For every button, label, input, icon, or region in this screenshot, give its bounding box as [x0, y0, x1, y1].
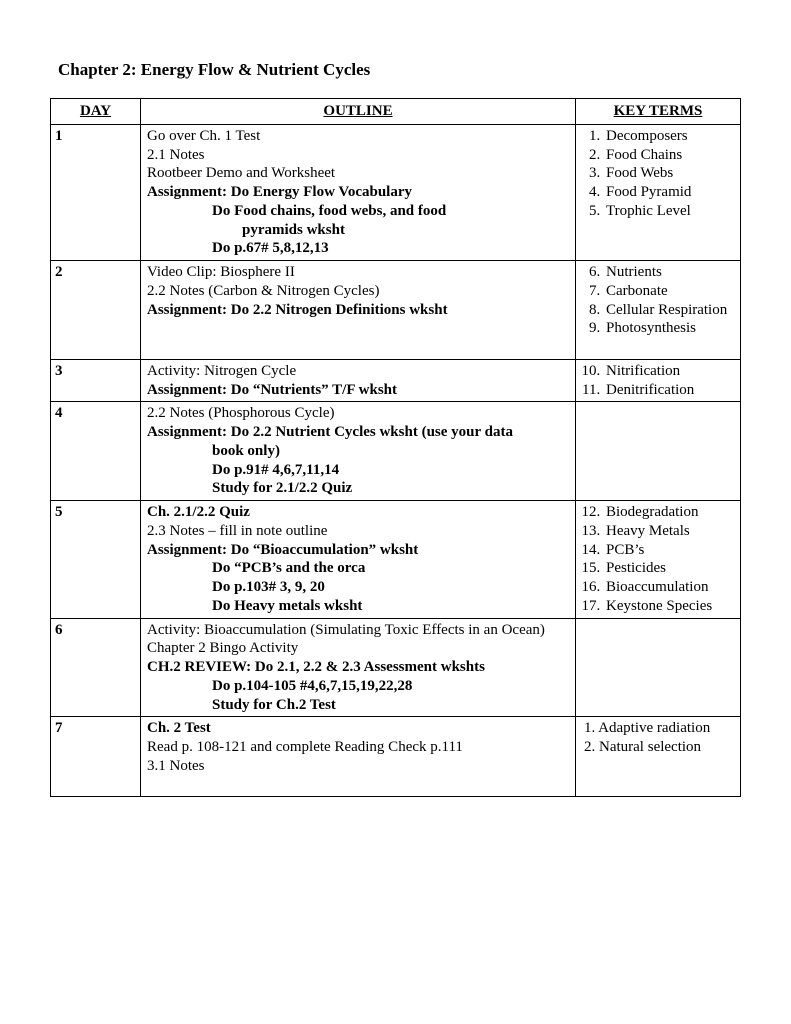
keyterms-cell: [576, 618, 741, 717]
outline-cell: 2.2 Notes (Phosphorous Cycle)Assignment:…: [141, 402, 576, 501]
outline-line: Study for 2.1/2.2 Quiz: [147, 479, 569, 498]
outline-line: CH.2 REVIEW: Do 2.1, 2.2 & 2.3 Assessmen…: [147, 658, 569, 677]
keyterms-cell: NitrificationDenitrification: [576, 359, 741, 402]
keyterm-item: Nitrification: [604, 362, 734, 381]
day-cell: 3: [51, 359, 141, 402]
keyterm-item: Cellular Respiration: [604, 301, 734, 320]
outline-line: Do p.104-105 #4,6,7,15,19,22,28: [147, 677, 569, 696]
outline-line: [147, 338, 569, 357]
outline-line: Ch. 2 Test: [147, 719, 569, 738]
table-row: 7Ch. 2 TestRead p. 108-121 and complete …: [51, 717, 741, 797]
outline-line: Activity: Nitrogen Cycle: [147, 362, 569, 381]
keyterm-item: Carbonate: [604, 282, 734, 301]
outline-line: Study for Ch.2 Test: [147, 696, 569, 715]
table-row: 1Go over Ch. 1 Test2.1 NotesRootbeer Dem…: [51, 124, 741, 260]
outline-line: 2.1 Notes: [147, 146, 569, 165]
keyterms-cell: DecomposersFood ChainsFood WebsFood Pyra…: [576, 124, 741, 260]
table-row: 42.2 Notes (Phosphorous Cycle)Assignment…: [51, 402, 741, 501]
outline-line: 2.3 Notes – fill in note outline: [147, 522, 569, 541]
schedule-table: DAY OUTLINE KEY TERMS 1Go over Ch. 1 Tes…: [50, 98, 741, 797]
day-cell: 5: [51, 501, 141, 619]
keyterms-list: DecomposersFood ChainsFood WebsFood Pyra…: [582, 127, 734, 221]
keyterms-list: 1. Adaptive radiation2. Natural selectio…: [582, 719, 734, 757]
outline-line: 3.1 Notes: [147, 757, 569, 776]
outline-cell: Video Clip: Biosphere II2.2 Notes (Carbo…: [141, 261, 576, 360]
outline-line: Do p.91# 4,6,7,11,14: [147, 461, 569, 480]
keyterm-item: Keystone Species: [604, 597, 734, 616]
page-title: Chapter 2: Energy Flow & Nutrient Cycles: [58, 60, 741, 80]
keyterm-item: Denitrification: [604, 381, 734, 400]
outline-line: Assignment: Do 2.2 Nutrient Cycles wksht…: [147, 423, 569, 442]
outline-line: Assignment: Do “Nutrients” T/F wksht: [147, 381, 569, 400]
day-cell: 6: [51, 618, 141, 717]
outline-line: Assignment: Do Energy Flow Vocabulary: [147, 183, 569, 202]
outline-line: book only): [147, 442, 569, 461]
keyterms-cell: [576, 402, 741, 501]
outline-cell: Activity: Bioaccumulation (Simulating To…: [141, 618, 576, 717]
outline-line: Rootbeer Demo and Worksheet: [147, 164, 569, 183]
outline-cell: Ch. 2.1/2.2 Quiz2.3 Notes – fill in note…: [141, 501, 576, 619]
keyterm-item: 1. Adaptive radiation: [582, 719, 734, 738]
outline-line: Read p. 108-121 and complete Reading Che…: [147, 738, 569, 757]
table-header-row: DAY OUTLINE KEY TERMS: [51, 99, 741, 125]
header-day: DAY: [51, 99, 141, 125]
keyterm-item: Pesticides: [604, 559, 734, 578]
day-cell: 2: [51, 261, 141, 360]
outline-line: [147, 776, 569, 795]
keyterm-item: Decomposers: [604, 127, 734, 146]
table-row: 2Video Clip: Biosphere II2.2 Notes (Carb…: [51, 261, 741, 360]
keyterms-list: NitrificationDenitrification: [582, 362, 734, 400]
outline-line: Video Clip: Biosphere II: [147, 263, 569, 282]
keyterm-item: Food Chains: [604, 146, 734, 165]
keyterm-item: PCB’s: [604, 541, 734, 560]
keyterm-item: Heavy Metals: [604, 522, 734, 541]
outline-line: Do p.67# 5,8,12,13: [147, 239, 569, 258]
keyterm-item: 2. Natural selection: [582, 738, 734, 757]
outline-line: Do p.103# 3, 9, 20: [147, 578, 569, 597]
outline-line: 2.2 Notes (Phosphorous Cycle): [147, 404, 569, 423]
outline-line: 2.2 Notes (Carbon & Nitrogen Cycles): [147, 282, 569, 301]
keyterm-item: Biodegradation: [604, 503, 734, 522]
table-row: 3Activity: Nitrogen CycleAssignment: Do …: [51, 359, 741, 402]
outline-cell: Go over Ch. 1 Test2.1 NotesRootbeer Demo…: [141, 124, 576, 260]
outline-line: Activity: Bioaccumulation (Simulating To…: [147, 621, 569, 640]
outline-line: Ch. 2.1/2.2 Quiz: [147, 503, 569, 522]
keyterm-item: Nutrients: [604, 263, 734, 282]
keyterms-list: NutrientsCarbonateCellular RespirationPh…: [582, 263, 734, 338]
keyterms-list: BiodegradationHeavy MetalsPCB’sPesticide…: [582, 503, 734, 616]
keyterms-cell: NutrientsCarbonateCellular RespirationPh…: [576, 261, 741, 360]
outline-line: Chapter 2 Bingo Activity: [147, 639, 569, 658]
outline-line: Do Food chains, food webs, and food: [147, 202, 569, 221]
outline-line: pyramids wksht: [147, 221, 569, 240]
outline-line: Go over Ch. 1 Test: [147, 127, 569, 146]
day-cell: 1: [51, 124, 141, 260]
keyterms-cell: 1. Adaptive radiation2. Natural selectio…: [576, 717, 741, 797]
day-cell: 4: [51, 402, 141, 501]
keyterm-item: Photosynthesis: [604, 319, 734, 338]
outline-line: Assignment: Do 2.2 Nitrogen Definitions …: [147, 301, 569, 320]
keyterm-item: Trophic Level: [604, 202, 734, 221]
keyterm-item: Food Webs: [604, 164, 734, 183]
header-keyterms: KEY TERMS: [576, 99, 741, 125]
table-row: 5Ch. 2.1/2.2 Quiz2.3 Notes – fill in not…: [51, 501, 741, 619]
outline-line: Do Heavy metals wksht: [147, 597, 569, 616]
keyterm-item: Food Pyramid: [604, 183, 734, 202]
day-cell: 7: [51, 717, 141, 797]
table-row: 6 Activity: Bioaccumulation (Simulating T…: [51, 618, 741, 717]
header-outline: OUTLINE: [141, 99, 576, 125]
keyterm-item: Bioaccumulation: [604, 578, 734, 597]
outline-line: Do “PCB’s and the orca: [147, 559, 569, 578]
outline-cell: Activity: Nitrogen CycleAssignment: Do “…: [141, 359, 576, 402]
outline-line: Assignment: Do “Bioaccumulation” wksht: [147, 541, 569, 560]
outline-cell: Ch. 2 TestRead p. 108-121 and complete R…: [141, 717, 576, 797]
keyterms-cell: BiodegradationHeavy MetalsPCB’sPesticide…: [576, 501, 741, 619]
outline-line: [147, 319, 569, 338]
